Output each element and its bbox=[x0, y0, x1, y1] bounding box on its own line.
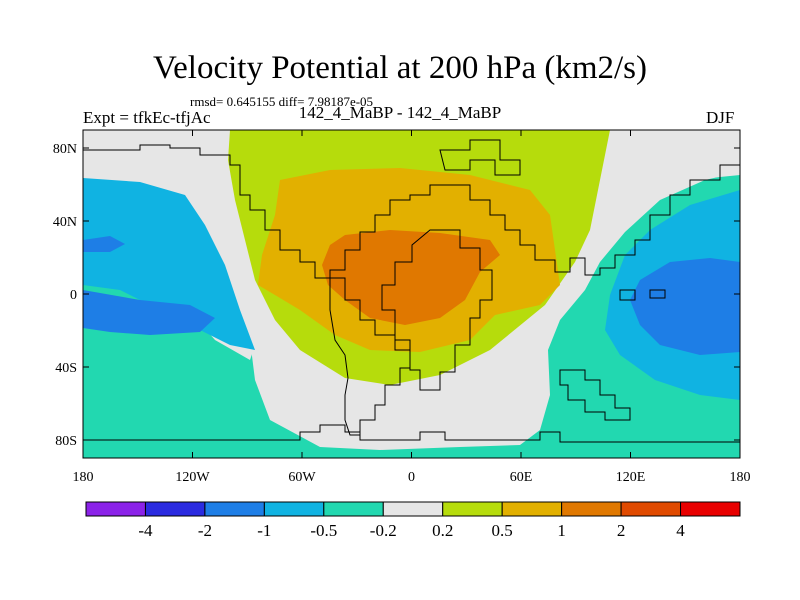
colorbar-swatch bbox=[382, 501, 444, 517]
colorbar-swatch bbox=[442, 501, 503, 517]
colorbar-label: -2 bbox=[198, 521, 212, 540]
colorbar-label: -0.5 bbox=[310, 521, 337, 540]
lon-tick-label: 0 bbox=[408, 470, 415, 485]
lon-tick-label: 180 bbox=[73, 470, 94, 485]
lon-tick-label: 60W bbox=[288, 470, 316, 485]
lat-tick-label: 40N bbox=[53, 215, 77, 230]
colorbar-swatch bbox=[144, 501, 206, 517]
colorbar-label: 2 bbox=[617, 521, 626, 540]
lat-tick-label: 80N bbox=[53, 142, 77, 157]
lon-tick-label: 60E bbox=[510, 470, 533, 485]
colorbar-swatch bbox=[680, 501, 741, 517]
colorbar-label: -4 bbox=[138, 521, 153, 540]
fill-minus1-west bbox=[83, 290, 215, 335]
coastline-north-america bbox=[83, 144, 450, 279]
lon-tick-label: 180 bbox=[730, 470, 751, 485]
colorbar-swatch bbox=[85, 501, 146, 517]
fill-minus1-east bbox=[630, 258, 740, 355]
experiment-label: Expt = tfkEc-tfjAc bbox=[83, 108, 211, 127]
lat-tick-label: 40S bbox=[55, 361, 77, 376]
lat-tick-label: 0 bbox=[70, 288, 77, 303]
coastline-australia bbox=[559, 369, 631, 421]
stats-label: rmsd= 0.645155 diff= 7.98187e-05 bbox=[190, 94, 374, 109]
colorbar-swatch bbox=[501, 501, 563, 517]
colorbar-label: 1 bbox=[557, 521, 566, 540]
coastline-antarctica bbox=[83, 424, 740, 443]
colorbar-label: 0.5 bbox=[492, 521, 513, 540]
lon-ticks bbox=[82, 130, 741, 458]
fill-plus1 bbox=[322, 230, 500, 325]
colorbar-label: -1 bbox=[257, 521, 271, 540]
lon-tick-label: 120W bbox=[175, 470, 210, 485]
colorbar-swatch bbox=[204, 501, 265, 517]
colorbar-label: 4 bbox=[676, 521, 685, 540]
colorbar: -4 -2 -1 -0.5 -0.2 0.2 0.5 1 2 4 bbox=[85, 501, 741, 540]
fill-minus05-west bbox=[83, 178, 255, 350]
fill-neutral-ne bbox=[605, 130, 740, 225]
lat-tick-label: 80S bbox=[55, 434, 77, 449]
coastlines bbox=[83, 139, 740, 443]
colorbar-swatch bbox=[620, 501, 682, 517]
coastline-south-america bbox=[329, 277, 411, 436]
lon-tick-labels: 180 120W 60W 0 60E 120E 180 bbox=[73, 470, 751, 485]
map-title: Velocity Potential at 200 hPa (km2/s) bbox=[152, 50, 648, 86]
fill-minus1-west-upper bbox=[83, 236, 125, 252]
lon-tick-label: 120E bbox=[616, 470, 646, 485]
runs-label: 142_4_MaBP - 142_4_MaBP bbox=[298, 103, 502, 122]
coastline-africa bbox=[381, 229, 493, 391]
coastline-maritime bbox=[619, 289, 666, 301]
contour-fills bbox=[83, 130, 740, 458]
season-label: DJF bbox=[706, 108, 735, 127]
lat-tick-labels: 80N 40N 0 40S 80S bbox=[53, 142, 77, 449]
colorbar-label: 0.2 bbox=[432, 521, 453, 540]
colorbar-swatch bbox=[263, 501, 325, 517]
colorbar-swatch bbox=[561, 501, 622, 517]
colorbar-label: -0.2 bbox=[370, 521, 397, 540]
coastline-eurasia bbox=[450, 164, 740, 276]
lat-ticks bbox=[83, 147, 740, 441]
colorbar-swatch bbox=[323, 501, 384, 517]
coastline-greenland bbox=[439, 139, 521, 176]
